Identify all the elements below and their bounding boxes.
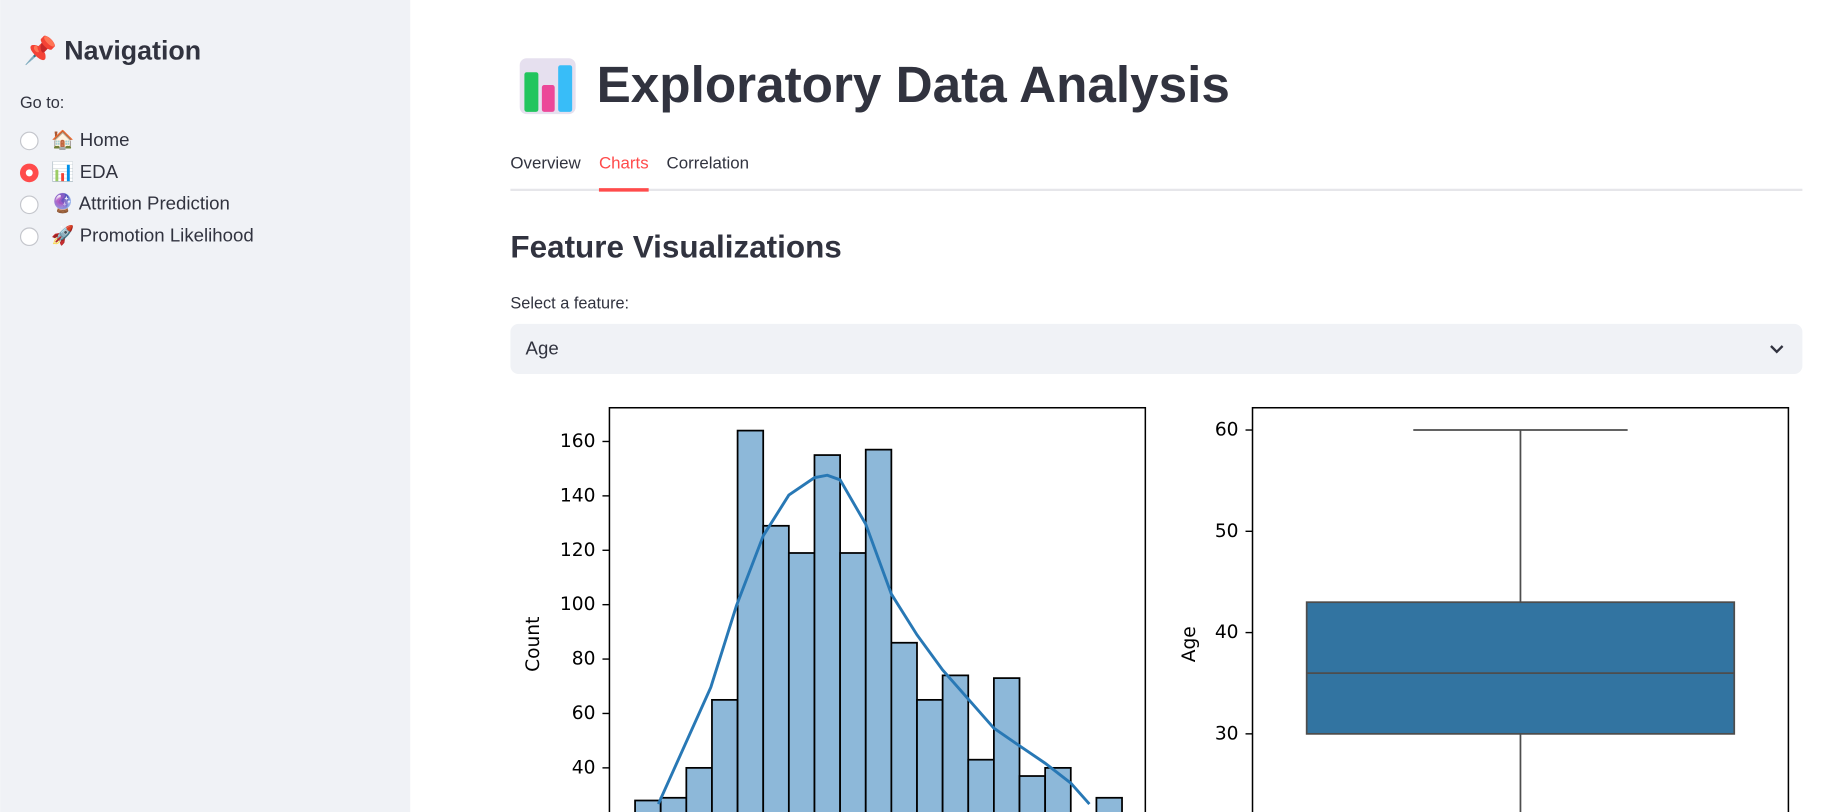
select-box[interactable]: Age: [510, 323, 1803, 374]
radio-text: 🔮 Attrition Prediction: [51, 193, 229, 215]
tab-indicator: [598, 188, 649, 192]
hist-bar: [839, 552, 867, 812]
section-title: Feature Visualizations: [510, 230, 841, 265]
hist-bar: [941, 674, 970, 812]
y-axis-label: Count: [523, 617, 544, 672]
radio-option[interactable]: 🔮 Attrition Prediction: [19, 193, 230, 215]
y-tick-label: 60: [1215, 420, 1239, 441]
tab[interactable]: Charts: [599, 154, 649, 173]
radio-text: 🚀 Promotion Likelihood: [51, 225, 253, 247]
sidebar: [0, 0, 411, 812]
hist-bar: [634, 799, 662, 812]
radio-label: Go to:: [20, 94, 64, 112]
sidebar-title: 📌 Navigation: [23, 34, 201, 66]
y-tick-label: 40: [1215, 622, 1239, 643]
y-tick-label: 140: [560, 485, 596, 506]
hist-bar: [1095, 796, 1123, 812]
y-axis-label: Age: [1179, 626, 1200, 662]
y-tick-label: 120: [560, 540, 596, 561]
radio-dot: [19, 131, 39, 151]
hist-bar: [890, 641, 918, 812]
hist-bar: [736, 429, 765, 812]
hist-bar: [787, 552, 816, 812]
y-tick-label: 50: [1215, 521, 1239, 542]
hist-bar: [1018, 775, 1047, 812]
select-label: Select a feature:: [510, 294, 629, 312]
y-tick-label: 30: [1215, 723, 1239, 744]
charts: 40 60 80 100 120 140 160 Count 30 40 50 60 Age: [523, 406, 1790, 812]
radio-option[interactable]: 🚀 Promotion Likelihood: [19, 225, 254, 247]
hist-bar: [1044, 766, 1072, 812]
hist-bar: [762, 524, 790, 812]
kde-line: [657, 473, 1091, 806]
hist-bar: [864, 448, 893, 812]
hist-bar: [993, 677, 1021, 812]
tab-bar: Overview Charts Correlation: [510, 154, 749, 192]
radio-dot: [19, 195, 39, 215]
y-tick-label: 160: [560, 431, 596, 452]
y-tick-label: 80: [572, 649, 596, 670]
y-tick-label: 40: [572, 757, 596, 778]
select-value: Age: [526, 337, 559, 358]
radio-center: [25, 169, 33, 177]
y-tick-label: 60: [572, 703, 596, 724]
tab[interactable]: Overview: [510, 154, 581, 173]
tab[interactable]: Correlation: [667, 154, 750, 173]
radio-option[interactable]: 🏠 Home: [19, 129, 130, 151]
hist-bar: [685, 766, 713, 812]
hist-bar: [711, 698, 739, 812]
page-title: Exploratory Data Analysis: [597, 56, 1230, 113]
radio-group: 🏠 Home 📊 EDA 🔮 Attrition Prediction 🚀 Promo…: [19, 129, 254, 247]
radio-dot: [19, 227, 39, 247]
hist-bar: [813, 454, 841, 812]
radio-text: 📊 EDA: [51, 161, 118, 183]
title-icon: [519, 58, 576, 115]
radio-option[interactable]: 📊 EDA: [19, 161, 119, 183]
y-tick-label: 100: [560, 594, 596, 615]
hist-bar: [659, 796, 688, 812]
box: [1305, 601, 1736, 735]
radio-text: 🏠 Home: [51, 129, 129, 151]
hist-bar: [916, 698, 944, 812]
hist-bar: [967, 758, 995, 812]
